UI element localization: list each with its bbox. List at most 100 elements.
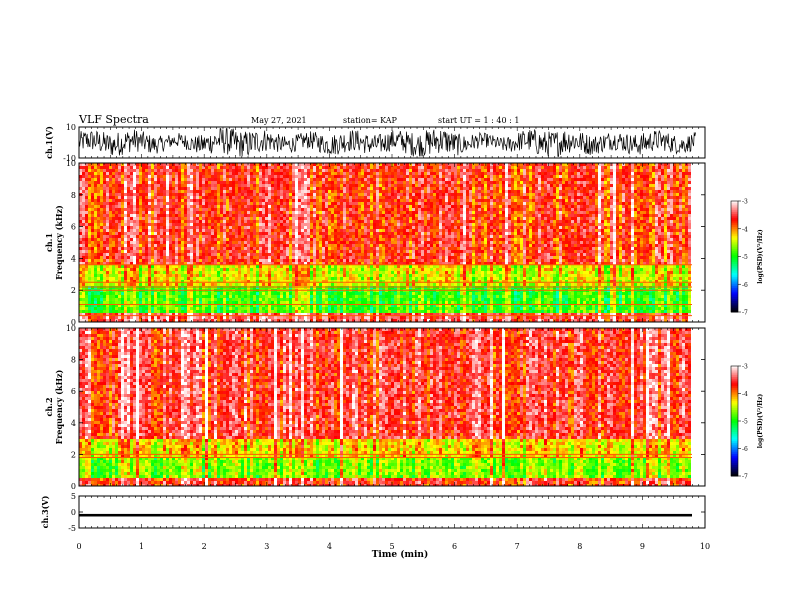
ch1-spectrogram-cell xyxy=(541,172,544,175)
ch1-spectrogram-cell xyxy=(514,199,517,202)
ch1-spectrogram-cell xyxy=(631,220,634,223)
ch1-spectrogram-cell xyxy=(172,232,175,235)
ch1-spectrogram-cell xyxy=(370,202,373,205)
ch1-spectrogram-cell xyxy=(202,211,205,214)
ch1-spectrogram-cell xyxy=(280,184,283,187)
ch1-spectrogram-cell xyxy=(688,190,691,193)
ch1-spectrogram-cell xyxy=(454,208,457,211)
ch1-spectrogram-cell xyxy=(508,202,511,205)
ch1-spectrogram-cell xyxy=(502,172,505,175)
ch1-spectrogram-cell xyxy=(577,214,580,217)
ch1-spectrogram-cell xyxy=(388,163,391,166)
ch1-spectrogram-cell xyxy=(526,199,529,202)
ch1-spectrogram-cell xyxy=(328,178,331,181)
ch1-spectrogram-cell xyxy=(409,226,412,229)
ch1-spectrogram-cell xyxy=(610,214,613,217)
ch1-spectrogram-cell xyxy=(385,199,388,202)
ch1-spectrogram-cell xyxy=(586,214,589,217)
ch1-spectrogram-cell xyxy=(346,199,349,202)
ch1-spectrogram-cell xyxy=(157,181,160,184)
ch1-spectrogram-cell xyxy=(151,220,154,223)
ch1-spectrogram-cell xyxy=(145,187,148,190)
ch1-spectrogram-cell xyxy=(394,172,397,175)
ch1-spectrogram-cell xyxy=(529,229,532,232)
ch1-spectrogram-cell xyxy=(502,193,505,196)
ch1-spectrogram-cell xyxy=(499,205,502,208)
ch1-spectrogram-cell xyxy=(343,175,346,178)
ch1-spectrogram-cell xyxy=(163,226,166,229)
ch1-spectrogram-cell xyxy=(664,208,667,211)
ch1-spectrogram-cell xyxy=(385,178,388,181)
ch1-spectrogram-cell xyxy=(463,169,466,172)
ch1-spectrogram-cell xyxy=(385,175,388,178)
ch1-spectrogram-cell xyxy=(226,172,229,175)
ch1-spectrogram-cell xyxy=(562,229,565,232)
ch1-spectrogram-cell xyxy=(454,226,457,229)
ch1-spectrogram-cell xyxy=(319,202,322,205)
ch1-spectrogram-cell xyxy=(298,205,301,208)
ch1-spectrogram-cell xyxy=(601,175,604,178)
ch1-spectrogram-cell xyxy=(253,223,256,226)
ch1-spectrogram-cell xyxy=(205,175,208,178)
ch1-spectrogram-cell xyxy=(640,220,643,223)
ch1-spectrogram-cell xyxy=(595,205,598,208)
ch1-spectrogram-cell xyxy=(190,214,193,217)
ch1-spectrogram-cell xyxy=(208,202,211,205)
ch1-spectrogram-cell xyxy=(91,166,94,169)
ch1-spectrogram-cell xyxy=(502,163,505,166)
ch1-spectrogram-cell xyxy=(448,184,451,187)
ch1-spectrogram-cell xyxy=(256,202,259,205)
ch1-spectrogram-cell xyxy=(418,196,421,199)
ch1-spectrogram-cell xyxy=(661,181,664,184)
ch1-spectrogram-cell xyxy=(571,178,574,181)
ch1-spectrogram-cell xyxy=(193,187,196,190)
ch1-spectrogram-cell xyxy=(274,220,277,223)
ch1-spectrogram-cell xyxy=(340,208,343,211)
ch1-spectrogram-cell xyxy=(523,220,526,223)
ch1-spectrogram-cell xyxy=(289,226,292,229)
ch1-spectrogram-cell xyxy=(592,229,595,232)
ch1-spectrogram-cell xyxy=(586,172,589,175)
ch1-spectrogram-cell xyxy=(139,199,142,202)
ch1-spectrogram-cell xyxy=(178,217,181,220)
ch1-spectrogram-cell xyxy=(376,217,379,220)
ch1-spectrogram-cell xyxy=(661,202,664,205)
ch1-spectrogram-cell xyxy=(580,187,583,190)
ch1-spectrogram-cell xyxy=(487,190,490,193)
ch1-spectrogram-cell xyxy=(394,193,397,196)
ch1-spectrogram-cell xyxy=(289,187,292,190)
ch1-spectrogram-cell xyxy=(253,202,256,205)
ch1-spectrogram-cell xyxy=(235,196,238,199)
ch1-spectrogram-cell xyxy=(103,208,106,211)
ch1-spectrogram-cell xyxy=(181,193,184,196)
ch1-spectrogram-cell xyxy=(397,229,400,232)
ch1-spectrogram-cell xyxy=(208,172,211,175)
ch1-spectrogram-cell xyxy=(307,184,310,187)
ch1-spectrogram-cell xyxy=(181,205,184,208)
ch1-spectrogram-cell xyxy=(133,172,136,175)
ch1-spectrogram-cell xyxy=(613,175,616,178)
ch1-spectrogram-cell xyxy=(268,181,271,184)
ch1-spectrogram-cell xyxy=(271,226,274,229)
ch1-spectrogram-cell xyxy=(325,199,328,202)
ch1-spectrogram-cell xyxy=(382,178,385,181)
ch1-spectrogram-cell xyxy=(112,223,115,226)
ch1-spectrogram-cell xyxy=(319,196,322,199)
ch1-spectrogram-cell xyxy=(208,184,211,187)
ch1-spectrogram-cell xyxy=(358,211,361,214)
ch1-spectrogram-cell xyxy=(547,169,550,172)
ch1-spectrogram-cell xyxy=(364,166,367,169)
ch1-spectrogram-cell xyxy=(688,178,691,181)
ch1-spectrogram-cell xyxy=(346,208,349,211)
ch1-spectrogram-cell xyxy=(187,211,190,214)
ch1-spectrogram-cell xyxy=(226,175,229,178)
ch1-spectrogram-cell xyxy=(646,223,649,226)
ch1-spectrogram-cell xyxy=(433,184,436,187)
ch1-spectrogram-cell xyxy=(331,190,334,193)
ch1-spectrogram-cell xyxy=(136,172,139,175)
ch1-spectrogram-cell xyxy=(646,169,649,172)
ch1-spectrogram-cell xyxy=(109,166,112,169)
ch1-spectrogram-cell xyxy=(172,181,175,184)
ch1-spectrogram-cell xyxy=(229,220,232,223)
ch1-spectrogram-cell xyxy=(487,211,490,214)
